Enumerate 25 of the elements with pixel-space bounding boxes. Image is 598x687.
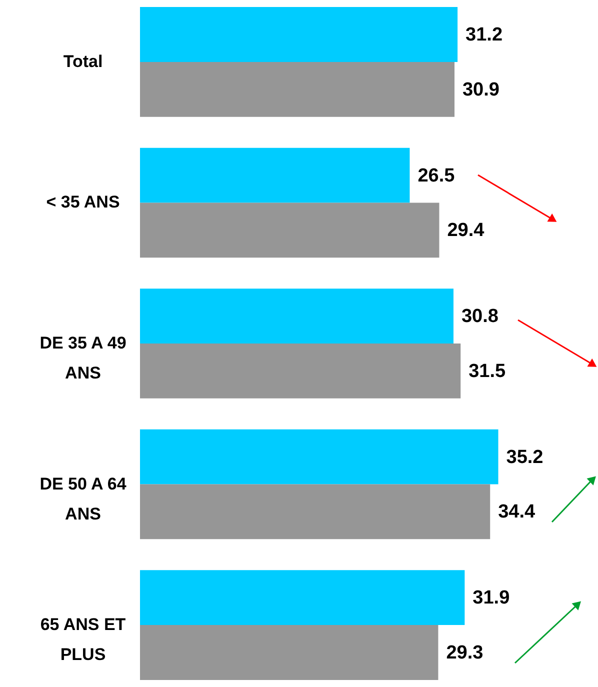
data-label: 31.9 — [472, 588, 510, 609]
bar — [140, 202, 440, 258]
bar — [140, 7, 458, 62]
data-label: 35.2 — [506, 446, 544, 468]
data-label: 29.4 — [447, 220, 485, 242]
data-label: 30.9 — [462, 79, 500, 100]
y-tick-label: Total — [63, 52, 103, 71]
y-tick-label: < 35 ANS — [46, 192, 120, 212]
bar — [140, 288, 454, 344]
bar — [140, 62, 454, 117]
y-tick-label: 65 ANS ET PLUS — [40, 615, 126, 664]
bar — [140, 148, 410, 203]
bar — [140, 570, 465, 626]
bar — [140, 484, 490, 540]
bar — [140, 344, 461, 398]
bar — [140, 625, 438, 680]
y-tick-label: DE 35 A 49 ANS — [40, 334, 126, 382]
data-label: 34.4 — [498, 502, 536, 523]
bar — [140, 429, 498, 484]
data-label: 30.8 — [461, 306, 498, 328]
y-tick-label: DE 50 A 64 ANS — [40, 474, 127, 524]
data-label: 26.5 — [418, 165, 456, 186]
data-label: 31.5 — [468, 360, 506, 382]
data-label: 29.3 — [446, 642, 484, 664]
data-label: 31.2 — [466, 24, 503, 46]
